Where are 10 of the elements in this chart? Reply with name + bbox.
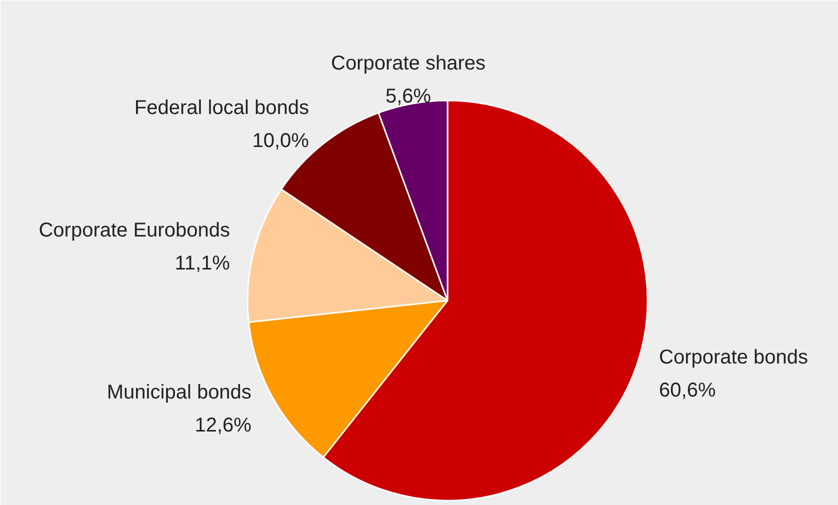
slice-label: Corporate shares [330, 52, 486, 74]
data-label: 60,6% [659, 380, 716, 402]
data-label: 10,0% [252, 130, 310, 152]
slice-label: Corporate Eurobonds [38, 220, 230, 242]
data-label: 11,1% [174, 252, 230, 275]
data-label: 12,6% [194, 414, 252, 436]
slice-label: Corporate bonds [659, 346, 808, 369]
data-label: 5,6% [385, 85, 432, 108]
slice-label: Municipal bonds [106, 381, 252, 404]
slice-label: Federal local bonds [134, 96, 309, 119]
